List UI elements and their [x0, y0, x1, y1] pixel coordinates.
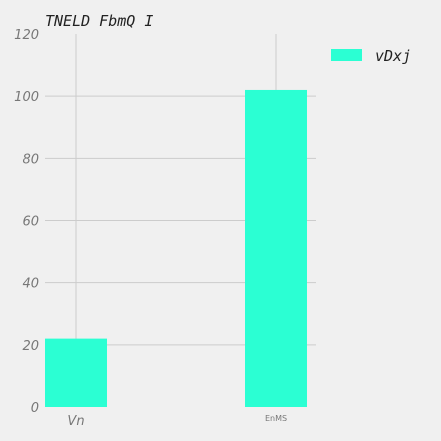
y-tick-label: 60 — [22, 215, 39, 230]
x-tick-label: EnMS — [265, 414, 287, 423]
bar-enms — [245, 89, 307, 407]
bar-vn — [45, 338, 107, 407]
y-tick-label: 100 — [14, 90, 39, 105]
legend-label: vDxj — [375, 47, 411, 65]
legend: vDxj — [331, 47, 411, 65]
y-tick-label: 0 — [31, 401, 39, 416]
y-tick-label: 20 — [22, 339, 39, 354]
y-tick-label: 80 — [22, 152, 39, 167]
legend-swatch — [331, 49, 362, 61]
chart-title: TNELD FbmQ I — [45, 12, 153, 30]
y-tick-label: 40 — [22, 277, 39, 292]
bars — [45, 89, 307, 407]
y-tick-label: 120 — [14, 28, 39, 43]
x-tick-label: Vn — [67, 414, 84, 429]
x-axis-ticks: Vn EnMS — [67, 414, 287, 429]
y-axis-ticks: 0 20 40 60 80 100 120 — [14, 28, 39, 416]
